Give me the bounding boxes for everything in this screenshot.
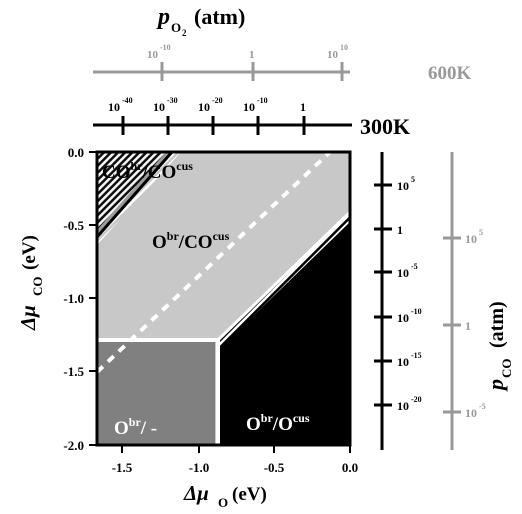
top-axis-title-unit: (atm)	[194, 4, 245, 29]
hatch-co-boundary	[97, 152, 181, 245]
y-tick-0: 0.0	[68, 145, 84, 160]
x-axis-label-sub: O	[218, 495, 228, 510]
top-600-tick-0-exp: -10	[160, 43, 171, 52]
top-600k-label: 600K	[428, 63, 472, 84]
right-600-tick-0-exp: 5	[479, 228, 483, 237]
top-axis-title-p: p	[156, 4, 170, 30]
top-300-tick-4-base: 1	[300, 100, 306, 114]
right-300-tick-0-exp: 5	[411, 175, 415, 184]
top-600-tick-2-base: 10	[327, 49, 339, 61]
x-axis: -1.5 -1.0 -0.5 0.0	[112, 445, 358, 475]
right-300-tick-4-exp: -15	[411, 351, 422, 360]
top-600-tick-0-base: 10	[147, 49, 159, 61]
y-tick-4: -2.0	[63, 438, 84, 453]
right-scale-600k: 10 5 1 10 -5	[443, 152, 486, 450]
top-300-tick-1-base: 10	[153, 100, 165, 114]
right-axis-title: p CO (atm)	[483, 301, 514, 392]
y-axis-label: Δμ CO (eV)	[16, 235, 45, 331]
x-axis-label-unit: (eV)	[232, 484, 267, 505]
x-axis-label-mu: Δμ	[183, 481, 209, 505]
right-300-tick-5-exp: -20	[411, 395, 422, 404]
right-600-tick-2-base: 10	[465, 406, 477, 420]
top-300-tick-1-exp: -30	[167, 96, 178, 105]
top-300-tick-3-base: 10	[243, 100, 255, 114]
hatch-co-boundary-dark	[97, 152, 172, 230]
right-300-tick-3-base: 10	[397, 311, 409, 325]
x-tick-1: -1.0	[189, 460, 210, 475]
y-axis-label-unit: (eV)	[19, 235, 40, 270]
top-scale-300k: 10 -40 10 -30 10 -20 10 -10 1 300K	[93, 96, 410, 139]
top-600-tick-2-exp: 10	[340, 43, 348, 52]
region-o-none	[97, 342, 215, 445]
right-scale-300k: 10 5 1 10 -5 10 -10 10 -15 10 -20	[374, 152, 422, 450]
top-600-tick-1-base: 1	[249, 49, 255, 61]
right-300-tick-4-base: 10	[397, 355, 409, 369]
y-axis-label-mu: Δμ	[16, 305, 40, 331]
right-axis-title-unit: (atm)	[486, 301, 508, 348]
top-300-tick-2-exp: -20	[212, 96, 223, 105]
right-axis-title-sub: CO	[499, 359, 514, 379]
label-o-none: Obr/ -	[114, 415, 157, 439]
right-300-tick-2-exp: -5	[411, 262, 418, 271]
top-300-tick-0-base: 10	[108, 100, 120, 114]
right-600-tick-0-base: 10	[465, 232, 477, 246]
boundary-o-o	[216, 210, 350, 342]
top-300-tick-2-base: 10	[198, 100, 210, 114]
right-300-tick-1-base: 1	[397, 223, 403, 237]
y-tick-1: -0.5	[63, 218, 84, 233]
plot-area	[97, 152, 350, 445]
x-tick-0: -1.5	[112, 460, 133, 475]
y-axis-label-sub: CO	[30, 277, 45, 297]
top-300k-label: 300K	[360, 114, 410, 139]
boundary-co-co	[97, 152, 174, 238]
top-300-tick-0-exp: -40	[122, 96, 133, 105]
right-600-tick-1-base: 1	[465, 319, 471, 333]
y-axis: 0.0 -0.5 -1.0 -1.5 -2.0	[63, 145, 97, 453]
region-labels: CObr/COcus Obr/COcus Obr/ - Obr/Ocus	[102, 159, 310, 439]
label-o-co: Obr/COcus	[152, 229, 230, 253]
top-300-tick-3-exp: -10	[257, 96, 268, 105]
right-600-tick-2-exp: -5	[479, 402, 486, 411]
y-tick-3: -1.5	[63, 364, 84, 379]
x-tick-2: -0.5	[264, 460, 285, 475]
right-300-tick-3-exp: -10	[411, 307, 422, 316]
label-o-o: Obr/Ocus	[246, 411, 310, 435]
top-axis-title-sub: O	[171, 20, 181, 35]
x-tick-3: 0.0	[342, 460, 358, 475]
right-300-tick-0-base: 10	[397, 179, 409, 193]
top-scale-600k: 10 -10 1 10 10 600K	[93, 43, 472, 84]
y-tick-2: -1.0	[63, 291, 84, 306]
top-axis-title-subsub: 2	[182, 28, 187, 38]
right-axis-title-p: p	[483, 379, 508, 392]
region-o-o	[218, 210, 350, 445]
right-300-tick-2-base: 10	[397, 266, 409, 280]
right-300-tick-5-base: 10	[397, 399, 409, 413]
label-co-co: CObr/COcus	[102, 159, 193, 183]
